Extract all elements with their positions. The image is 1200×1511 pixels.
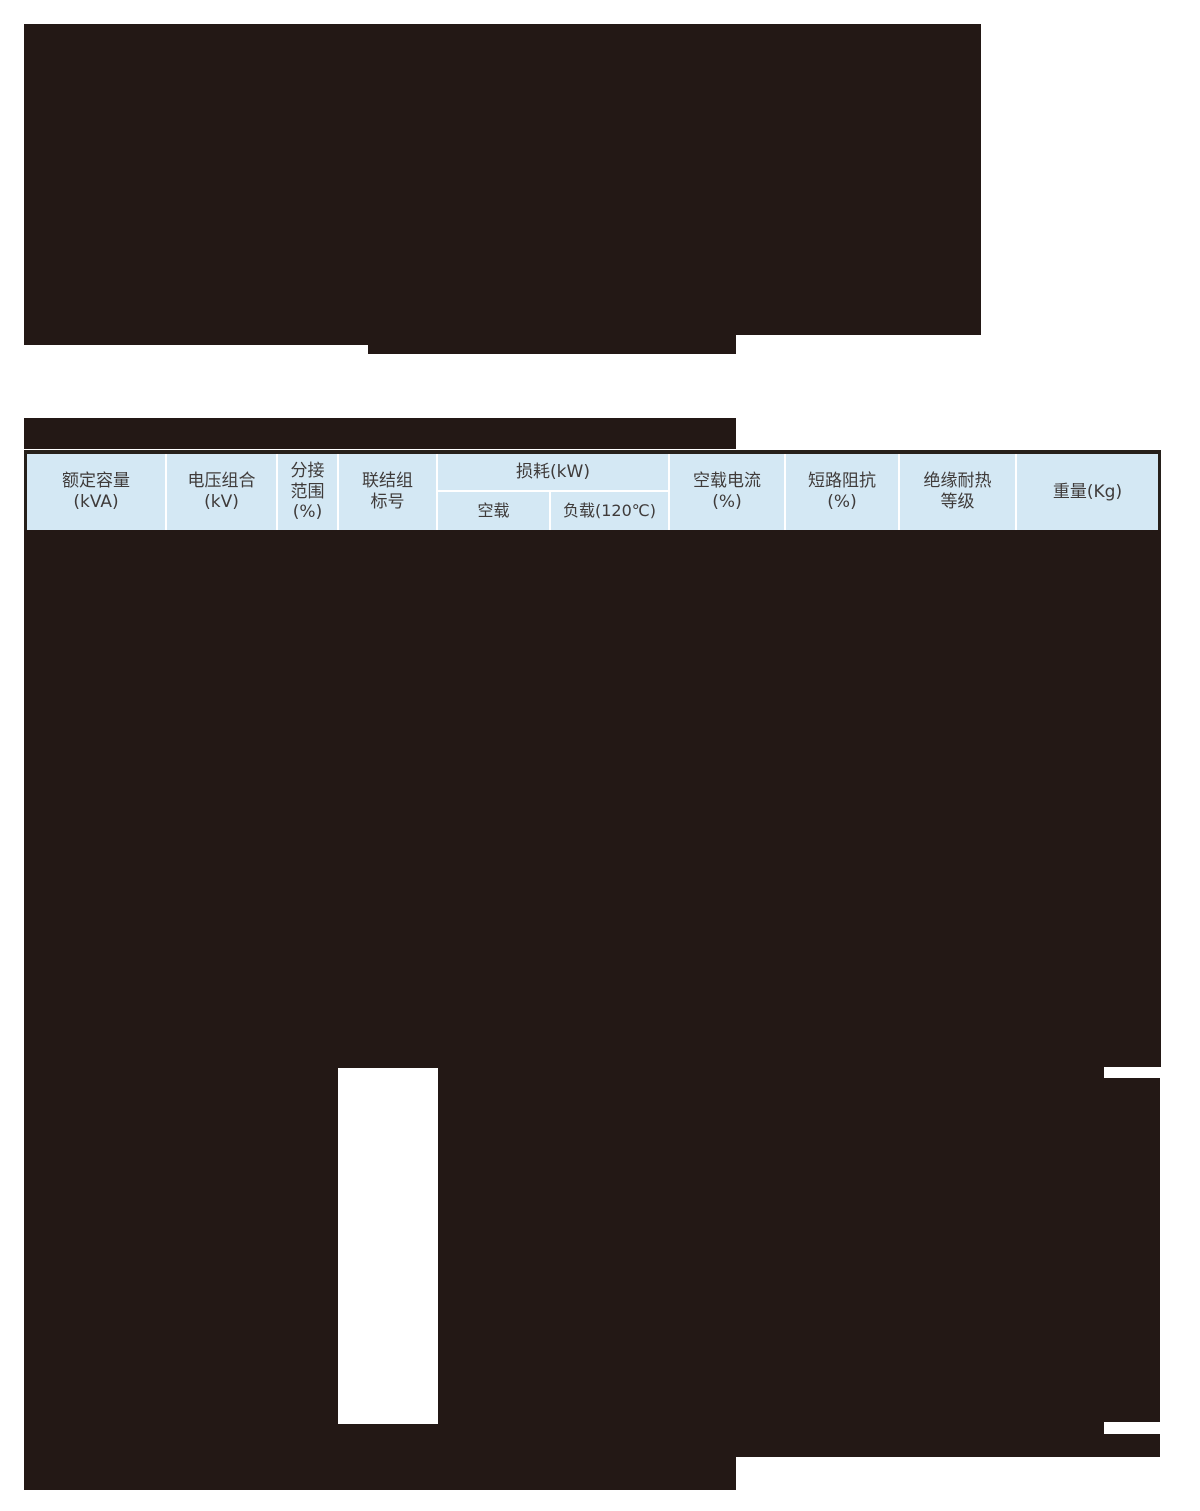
header-label-line: 重量(Kg) <box>1052 481 1123 502</box>
header-label-line: 联结组 <box>362 471 413 492</box>
header-label-line: 分接 <box>290 460 325 481</box>
spec-table-header: 额定容量 (kVA) 电压组合 (kV) 分接 范围 (%) 联结组 标号 损耗… <box>24 450 1161 530</box>
header-label-line: (%) <box>827 492 857 512</box>
section-divider-bar <box>24 418 736 449</box>
header-cell-weight: 重量(Kg) <box>1017 454 1158 530</box>
header-cell-vector-group: 联结组 标号 <box>339 454 438 530</box>
body-block-middle <box>438 530 736 1490</box>
header-label-line: (kVA) <box>73 492 119 512</box>
body-block-left <box>24 530 338 1490</box>
body-block-right-edge-upper <box>1104 530 1161 1067</box>
header-label-line: (%) <box>712 492 742 512</box>
body-block-vector-column-lower <box>338 1424 438 1490</box>
top-image-block-middle <box>368 24 736 354</box>
header-cell-loss-on-load: 负载(120℃) <box>551 492 668 530</box>
header-cell-rated-capacity: 额定容量 (kVA) <box>27 454 167 530</box>
header-cell-tapping-range: 分接 范围 (%) <box>278 454 339 530</box>
header-cell-loss-group: 损耗(kW) 空载 负载(120℃) <box>438 454 670 530</box>
header-cell-loss-no-load: 空载 <box>438 492 551 530</box>
header-label-line: 空载电流 <box>693 471 761 492</box>
top-image-block-right <box>736 24 981 335</box>
header-label-loss: 损耗(kW) <box>438 454 668 490</box>
body-block-right-edge-middle <box>1104 1078 1160 1422</box>
header-label-line: 短路阻抗 <box>808 471 876 492</box>
body-block-vector-column-upper <box>338 530 438 1068</box>
header-cell-no-load-current: 空载电流 (%) <box>670 454 786 530</box>
header-label-line: 额定容量 <box>62 471 130 492</box>
header-label-line: 等级 <box>940 492 975 512</box>
header-label-line: 标号 <box>370 492 405 512</box>
header-label-line: 绝缘耐热 <box>923 471 992 492</box>
header-cell-short-circuit-impedance: 短路阻抗 (%) <box>786 454 900 530</box>
header-label-line: (kV) <box>204 492 239 512</box>
body-block-right-edge-lower <box>1104 1434 1160 1457</box>
top-image-block-left <box>24 24 368 345</box>
header-label-line: (%) <box>292 502 323 523</box>
loss-subheader-row: 空载 负载(120℃) <box>438 490 668 530</box>
header-label-line: 范围 <box>290 481 325 502</box>
header-cell-voltage-combination: 电压组合 (kV) <box>167 454 278 530</box>
body-block-right <box>736 530 1104 1457</box>
header-cell-insulation-heat-class: 绝缘耐热 等级 <box>900 454 1017 530</box>
header-label-line: 电压组合 <box>187 471 256 492</box>
